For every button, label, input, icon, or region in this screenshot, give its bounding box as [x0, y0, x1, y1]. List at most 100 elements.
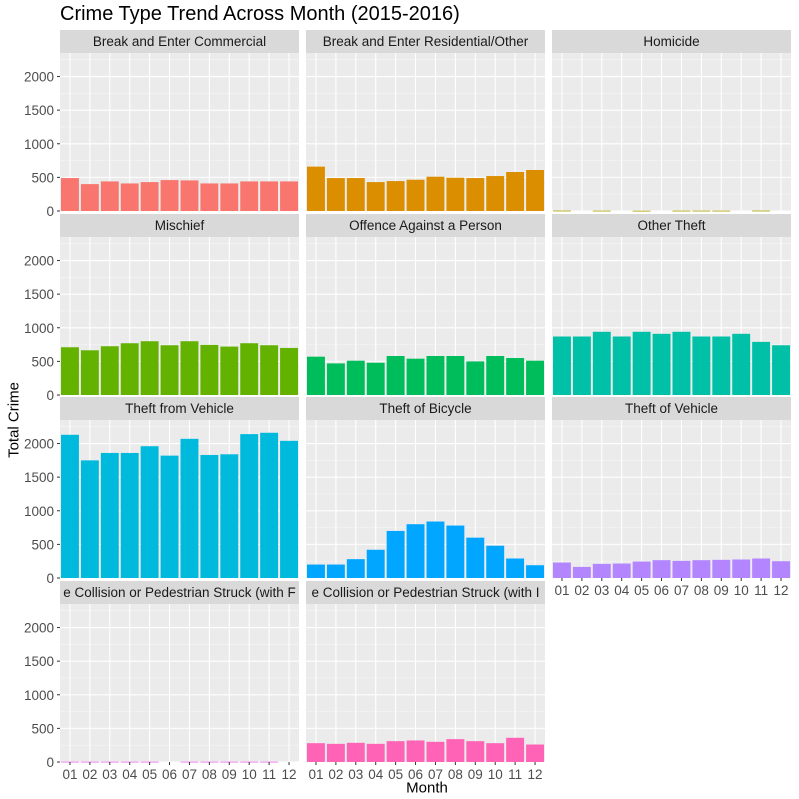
x-tick-label: 10	[242, 767, 257, 782]
y-tick-label: 500	[31, 537, 54, 552]
y-tick-label: 500	[31, 354, 54, 369]
bar	[200, 183, 219, 211]
bar	[386, 356, 405, 395]
bar	[306, 743, 325, 762]
x-tick-label: 03	[102, 767, 117, 782]
bar	[526, 565, 545, 578]
bar	[526, 169, 545, 211]
bar	[160, 180, 179, 211]
x-axis-title: Month	[406, 779, 448, 797]
facet-strip-label: Other Theft	[637, 218, 705, 233]
bar	[752, 341, 771, 395]
x-tick-label: 11	[262, 767, 276, 782]
facet-strip	[306, 397, 545, 420]
bar	[386, 530, 405, 578]
y-tick-label: 2000	[24, 70, 54, 85]
facet-panel: e Collision or Pedestrian Struck (with I…	[306, 581, 545, 782]
bar	[446, 525, 465, 578]
x-tick-label: 09	[714, 583, 729, 598]
panel-background	[60, 237, 299, 395]
bar	[712, 559, 731, 578]
bar	[486, 545, 505, 578]
facet-strip-label: e Collision or Pedestrian Struck (with F	[63, 585, 296, 600]
bar	[346, 178, 365, 211]
facet-strip-label: Break and Enter Commercial	[93, 34, 266, 49]
facet-panel: e Collision or Pedestrian Struck (with F…	[24, 581, 299, 782]
bar	[100, 181, 119, 211]
bar	[306, 564, 325, 578]
panel-background	[306, 604, 545, 762]
bar	[692, 560, 711, 578]
chart-title: Crime Type Trend Across Month (2015-2016…	[60, 3, 460, 25]
x-tick-label: 04	[122, 767, 138, 782]
x-tick-label: 11	[508, 767, 522, 782]
bar	[366, 549, 385, 578]
facet-strip-label: Homicide	[643, 34, 699, 49]
x-tick-label: 02	[82, 767, 97, 782]
bar	[506, 558, 525, 578]
facet-strip-label: Theft of Bicycle	[379, 401, 471, 416]
x-tick-label: 03	[594, 583, 609, 598]
bar	[180, 438, 199, 578]
bar	[280, 347, 299, 395]
facet-panel: Break and Enter Residential/Other	[306, 30, 545, 212]
bar	[552, 562, 571, 578]
bar	[652, 333, 671, 395]
panel-background	[306, 420, 545, 578]
x-tick-label: 08	[448, 767, 463, 782]
facet-panel: Other Theft	[552, 214, 791, 396]
y-tick-label: 0	[46, 388, 54, 403]
bar	[180, 341, 199, 395]
bar	[772, 345, 791, 395]
bar	[406, 740, 425, 762]
x-tick-label: 02	[328, 767, 343, 782]
y-tick-label: 1500	[24, 654, 54, 669]
bar	[752, 558, 771, 578]
bar	[592, 563, 611, 578]
bar	[466, 361, 485, 395]
bar	[486, 356, 505, 395]
y-tick-label: 0	[46, 755, 54, 770]
y-tick-label: 1000	[24, 137, 54, 152]
x-tick-label: 10	[488, 767, 503, 782]
bar	[306, 166, 325, 211]
bar	[426, 521, 445, 578]
bar	[672, 560, 691, 578]
x-tick-label: 05	[142, 767, 157, 782]
y-tick-label: 500	[31, 170, 54, 185]
bar	[366, 743, 385, 762]
bar	[592, 331, 611, 395]
facet-strip	[306, 30, 545, 53]
bar	[240, 181, 259, 211]
bar	[120, 452, 139, 578]
bar	[526, 360, 545, 395]
bar	[120, 183, 139, 211]
facet-panel: Mischief 0 500 1000 1500 2000	[24, 214, 299, 403]
bar	[80, 460, 99, 578]
x-tick-label: 07	[428, 767, 443, 782]
x-tick-label: 11	[754, 583, 768, 598]
bar	[506, 358, 525, 395]
bar	[552, 336, 571, 395]
bar	[612, 336, 631, 395]
panel-background	[552, 53, 791, 211]
bar	[692, 210, 711, 212]
facet-strip-label: Theft of Vehicle	[625, 401, 718, 416]
bar	[406, 524, 425, 578]
x-tick-label: 10	[734, 583, 749, 598]
bar	[466, 537, 485, 578]
bar	[180, 180, 199, 211]
bar	[772, 561, 791, 578]
bar	[712, 210, 731, 212]
bar	[366, 362, 385, 395]
bar	[732, 333, 751, 395]
bar	[160, 345, 179, 395]
facet-strip	[306, 581, 545, 604]
bar	[346, 360, 365, 395]
bar	[346, 742, 365, 762]
bar	[426, 741, 445, 762]
bar	[732, 559, 751, 578]
x-tick-label: 02	[574, 583, 589, 598]
bar	[466, 741, 485, 762]
bar	[446, 739, 465, 762]
